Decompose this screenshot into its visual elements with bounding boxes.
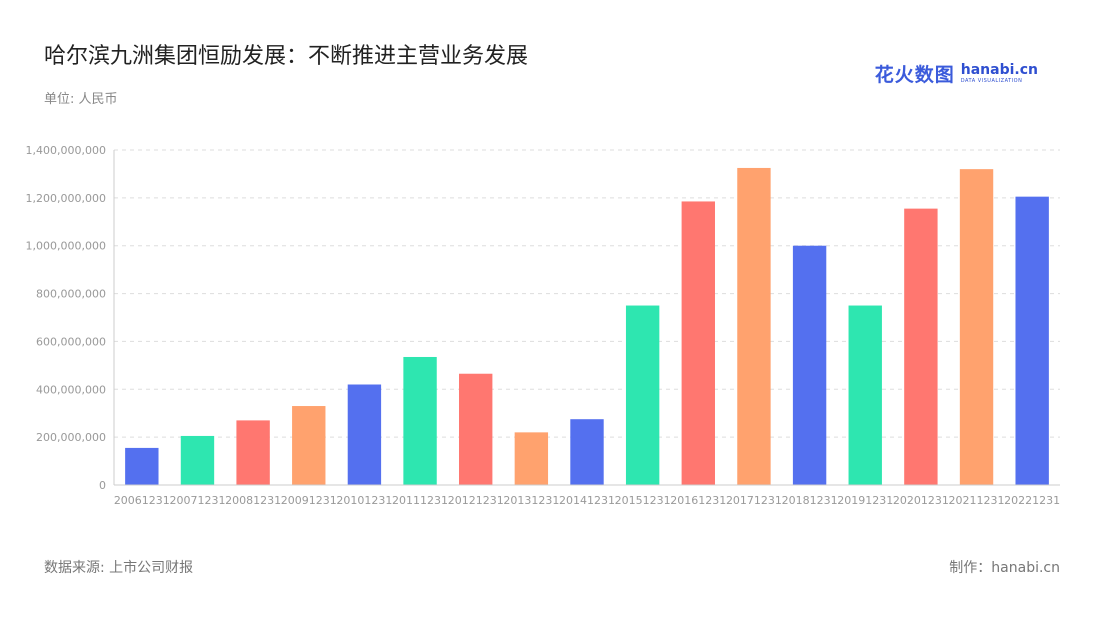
x-tick-label: 20061231 [114,494,170,507]
bar[interactable] [792,245,827,485]
unit-label: 单位: 人民币 [44,92,118,107]
bar[interactable] [1015,196,1049,486]
bar[interactable] [904,208,938,485]
x-tick-label: 20181231 [782,494,838,507]
bar[interactable] [514,432,549,485]
data-source: 数据来源: 上市公司财报 [44,560,194,576]
y-axis-ticks: 0 200,000,000 400,000,000 600,000,000 800,00… [26,144,106,492]
x-tick-label: 20221231 [1004,494,1060,507]
y-tick-label: 200,000,000 [36,431,106,444]
y-tick-label: 1,000,000,000 [26,240,106,253]
bar[interactable] [737,167,771,486]
bar[interactable] [347,384,382,486]
x-axis-ticks: 20061231 20071231 20081231 20091231 20101231… [114,494,1060,507]
y-tick-label: 600,000,000 [36,335,106,348]
x-tick-label: 20211231 [949,494,1005,507]
y-tick-label: 400,000,000 [36,383,106,396]
logo-tagline: DATA VISUALIZATION [960,78,1023,84]
bar[interactable] [570,419,604,485]
logo-cn-text: 花火数图 [874,64,955,86]
chart-title: 哈尔滨九洲集团恒励发展：不断推进主营业务发展 [44,44,529,69]
bar[interactable] [681,201,715,486]
bar[interactable] [459,373,493,485]
y-tick-label: 0 [99,479,106,492]
bar[interactable] [180,435,215,485]
bar[interactable] [848,305,882,485]
y-tick-label: 800,000,000 [36,288,106,301]
x-tick-label: 20101231 [336,494,392,507]
bars [125,167,1049,486]
x-tick-label: 20201231 [893,494,949,507]
x-tick-label: 20081231 [225,494,281,507]
credit-label: 制作：hanabi.cn [949,560,1060,576]
y-tick-label: 1,200,000,000 [26,192,106,205]
x-tick-label: 20071231 [169,494,225,507]
x-tick-label: 20161231 [670,494,726,507]
x-tick-label: 20111231 [392,494,448,507]
x-tick-label: 20141231 [559,494,615,507]
y-tick-label: 1,400,000,000 [26,144,106,157]
logo-en-text: hanabi.cn [960,62,1038,78]
x-tick-label: 20121231 [448,494,504,507]
x-tick-label: 20091231 [281,494,337,507]
bar[interactable] [292,406,326,485]
brand-logo: 花火数图 hanabi.cn DATA VISUALIZATION [875,60,1038,87]
bar[interactable] [625,305,660,485]
bar[interactable] [236,420,270,485]
x-tick-label: 20151231 [615,494,671,507]
x-tick-label: 20131231 [503,494,559,507]
x-tick-label: 20171231 [726,494,782,507]
bar[interactable] [125,447,159,485]
logo-en-block: hanabi.cn DATA VISUALIZATION [961,63,1038,84]
bar[interactable] [959,169,994,485]
x-tick-label: 20191231 [837,494,893,507]
bar[interactable] [403,356,437,485]
